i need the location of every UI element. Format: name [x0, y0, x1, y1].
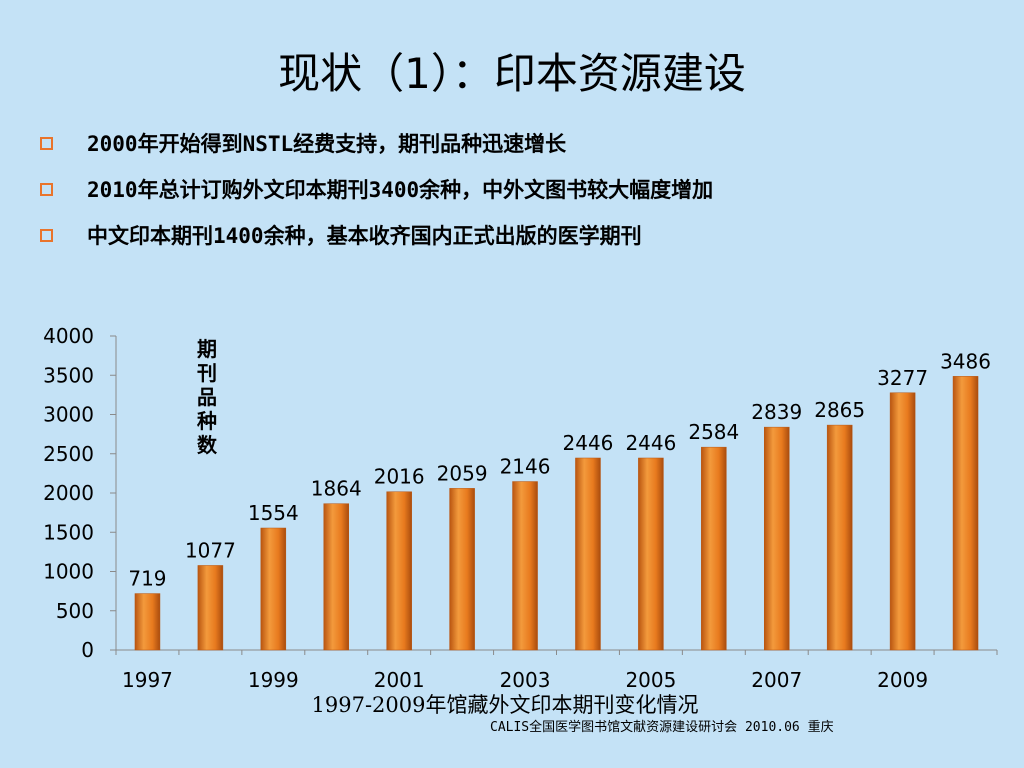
- bar: [386, 491, 412, 651]
- y-tick-label: 0: [81, 638, 94, 662]
- bar: [197, 565, 224, 651]
- data-label: 2865: [814, 398, 865, 422]
- data-label: 2839: [751, 400, 802, 424]
- bullet-box-icon: [40, 136, 53, 150]
- y-tick-label: 1500: [43, 520, 94, 544]
- chart-title: 1997-2009年馆藏外文印本期刊变化情况: [312, 693, 699, 717]
- data-label: 2016: [374, 465, 425, 489]
- y-axis-label: 期刊品种数: [196, 337, 218, 457]
- bullet-item: 2000年开始得到NSTL经费支持，期刊品种迅速增长: [40, 120, 713, 166]
- bar: [260, 527, 287, 651]
- bullet-item: 中文印本期刊1400余种，基本收齐国内正式出版的医学期刊: [40, 212, 713, 258]
- y-tick-label: 1000: [43, 560, 94, 584]
- bar: [575, 457, 601, 651]
- bar: [512, 481, 538, 651]
- data-label: 3277: [877, 366, 928, 390]
- x-tick-label: 2007: [751, 668, 802, 692]
- bar: [764, 426, 790, 651]
- bullet-list: 2000年开始得到NSTL经费支持，期刊品种迅速增长 2010年总计订购外文印本…: [40, 120, 713, 258]
- bullet-text: 2000年开始得到NSTL经费支持，期刊品种迅速增长: [87, 132, 567, 156]
- bullet-item: 2010年总计订购外文印本期刊3400余种，中外文图书较大幅度增加: [40, 166, 713, 212]
- bar: [638, 457, 664, 651]
- data-label: 2146: [500, 455, 551, 479]
- bar: [323, 503, 349, 651]
- data-label: 3486: [940, 349, 991, 373]
- bar: [701, 446, 727, 651]
- bar: [449, 488, 475, 651]
- y-tick-label: 500: [56, 599, 94, 623]
- y-tick-label: 4000: [43, 324, 94, 348]
- data-label: 719: [128, 567, 166, 591]
- x-tick-label: 1997: [122, 668, 173, 692]
- y-tick-label: 2000: [43, 481, 94, 505]
- bullet-text: 中文印本期刊1400余种，基本收齐国内正式出版的医学期刊: [87, 224, 642, 248]
- data-label: 1864: [311, 477, 362, 501]
- y-tick-label: 2500: [43, 442, 94, 466]
- x-tick-label: 2009: [877, 668, 928, 692]
- x-tick-label: 2003: [500, 668, 551, 692]
- y-tick-label: 3500: [43, 363, 94, 387]
- data-label: 2446: [563, 431, 614, 455]
- bar: [134, 593, 161, 651]
- slide-title: 现状（1）：印本资源建设: [278, 49, 746, 98]
- data-label: 2446: [625, 431, 676, 455]
- bullet-box-icon: [40, 182, 53, 196]
- data-label: 1554: [248, 501, 299, 525]
- footer-text: CALIS全国医学图书馆文献资源建设研讨会 2010.06 重庆: [490, 720, 834, 735]
- data-label: 2059: [437, 461, 488, 485]
- bullet-text: 2010年总计订购外文印本期刊3400余种，中外文图书较大幅度增加: [87, 178, 714, 202]
- y-tick-label: 3000: [43, 403, 94, 427]
- data-label: 2584: [688, 420, 739, 444]
- x-tick-label: 2005: [625, 668, 676, 692]
- x-tick-label: 1999: [248, 668, 299, 692]
- data-label: 1077: [185, 538, 236, 562]
- x-tick-label: 2001: [374, 668, 425, 692]
- bullet-box-icon: [40, 228, 53, 242]
- bar: [952, 376, 979, 651]
- bar: [826, 424, 853, 651]
- bar: [889, 392, 916, 651]
